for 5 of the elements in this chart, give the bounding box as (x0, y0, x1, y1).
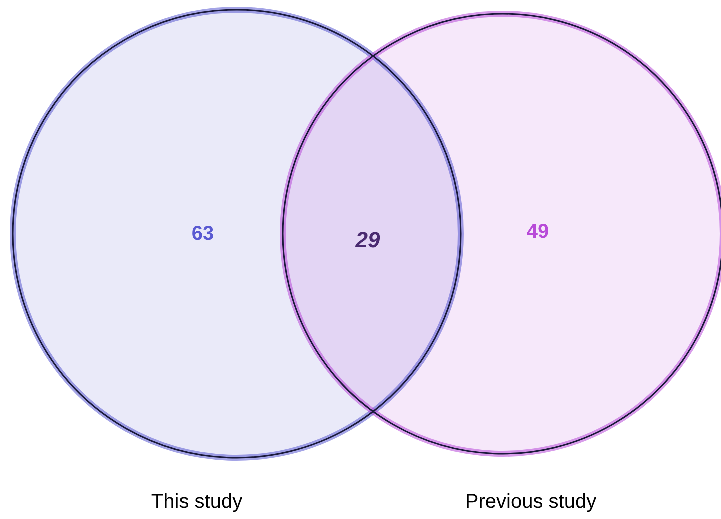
data-label: 29 (354, 228, 381, 252)
category-label: This study (151, 491, 243, 513)
data-label: 63 (192, 223, 214, 245)
data-label: 49 (526, 221, 550, 243)
category-label: Previous study (465, 491, 597, 513)
